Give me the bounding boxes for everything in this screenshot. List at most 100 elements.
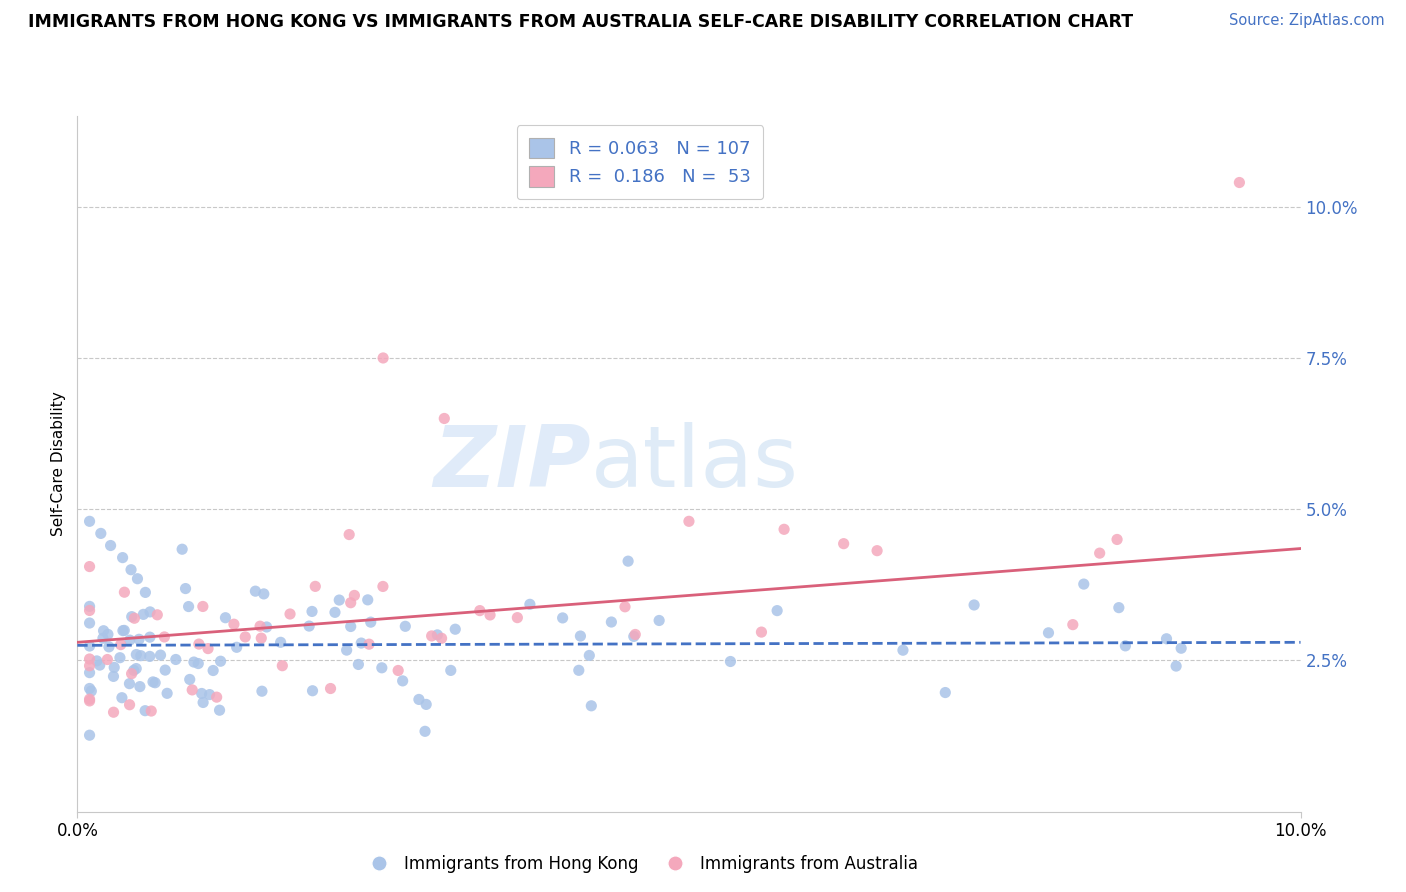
Point — [205, 690, 228, 705]
Point — [249, 619, 271, 633]
Point — [1166, 659, 1188, 673]
Point — [963, 598, 986, 612]
Point — [253, 587, 276, 601]
Point — [124, 611, 146, 625]
Point — [506, 610, 529, 624]
Point — [153, 630, 176, 644]
Point — [183, 655, 205, 669]
Point — [420, 629, 443, 643]
Point — [225, 640, 247, 655]
Point — [394, 619, 416, 633]
Point — [139, 649, 162, 664]
Point — [139, 630, 162, 644]
Point — [298, 619, 321, 633]
Point — [125, 648, 148, 662]
Point — [773, 522, 796, 536]
Text: atlas: atlas — [591, 422, 799, 506]
Point — [256, 620, 278, 634]
Point — [339, 619, 361, 633]
Point — [179, 673, 201, 687]
Point — [174, 582, 197, 596]
Point — [100, 539, 122, 553]
Point — [371, 351, 394, 365]
Point — [197, 641, 219, 656]
Point — [79, 681, 101, 696]
Point — [440, 664, 463, 678]
Point — [1114, 639, 1136, 653]
Point — [444, 622, 467, 636]
Point — [270, 635, 292, 649]
Point — [79, 639, 101, 653]
Point — [360, 615, 382, 629]
Point — [433, 411, 456, 425]
Point — [79, 599, 101, 614]
Point — [79, 692, 101, 706]
Point — [103, 660, 125, 674]
Point — [134, 585, 156, 599]
Point — [214, 611, 236, 625]
Point — [222, 617, 245, 632]
Point — [766, 604, 789, 618]
Point — [134, 704, 156, 718]
Point — [111, 690, 134, 705]
Point — [648, 614, 671, 628]
Point — [128, 680, 150, 694]
Point — [347, 657, 370, 672]
Point — [191, 599, 214, 614]
Point — [415, 698, 437, 712]
Point — [79, 514, 101, 528]
Point — [578, 648, 600, 663]
Point — [271, 658, 294, 673]
Point — [678, 514, 700, 528]
Point — [339, 596, 361, 610]
Point — [624, 627, 647, 641]
Point — [121, 666, 143, 681]
Point — [143, 675, 166, 690]
Point — [108, 650, 131, 665]
Point — [617, 554, 640, 568]
Point — [832, 537, 855, 551]
Point — [121, 609, 143, 624]
Point — [79, 559, 101, 574]
Point — [91, 631, 114, 645]
Point — [79, 665, 101, 680]
Point — [112, 585, 135, 599]
Point — [301, 604, 323, 618]
Point — [156, 686, 179, 700]
Point — [79, 603, 101, 617]
Point — [1156, 632, 1178, 646]
Point — [129, 648, 152, 663]
Point — [139, 605, 162, 619]
Point — [413, 724, 436, 739]
Point — [97, 640, 120, 654]
Point — [391, 673, 413, 688]
Point — [387, 664, 409, 678]
Point — [172, 542, 194, 557]
Point — [866, 543, 889, 558]
Text: ZIP: ZIP — [433, 422, 591, 506]
Point — [202, 664, 225, 678]
Point — [426, 628, 449, 642]
Point — [153, 663, 176, 677]
Point — [187, 657, 209, 671]
Point — [122, 663, 145, 677]
Point — [343, 589, 366, 603]
Point — [479, 607, 502, 622]
Point — [187, 637, 209, 651]
Point — [408, 692, 430, 706]
Point — [1170, 641, 1192, 656]
Point — [111, 624, 134, 638]
Point — [371, 661, 394, 675]
Point — [301, 683, 323, 698]
Point — [132, 607, 155, 622]
Point — [141, 704, 163, 718]
Point — [177, 599, 200, 614]
Point — [568, 663, 591, 677]
Point — [319, 681, 342, 696]
Point — [720, 655, 742, 669]
Point — [103, 705, 125, 719]
Point — [111, 550, 134, 565]
Point — [1088, 546, 1111, 560]
Point — [614, 599, 637, 614]
Point — [1038, 625, 1060, 640]
